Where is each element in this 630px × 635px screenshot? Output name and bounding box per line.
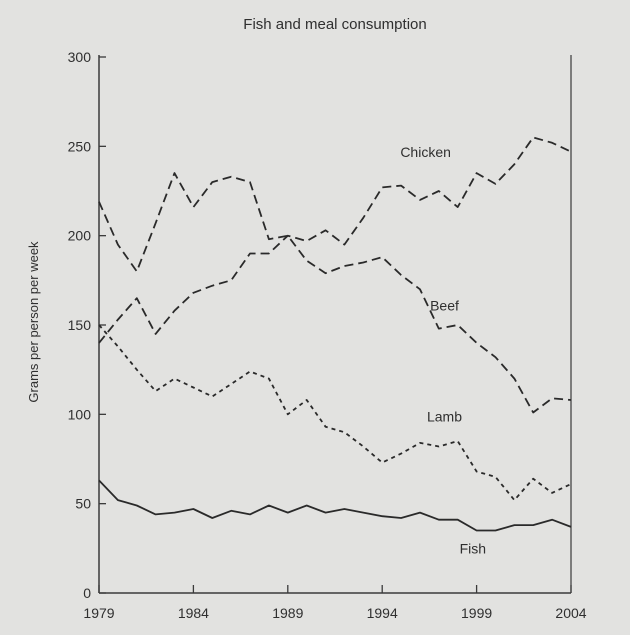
y-tick-label: 200 [68,228,92,244]
x-tick-label: 1989 [272,605,303,621]
x-tick-label: 1994 [367,605,398,621]
series-label-beef: Beef [430,298,459,314]
series-label-lamb: Lamb [427,408,462,424]
x-tick-label: 2004 [555,605,586,621]
x-ticks: 1979 1984 1989 1994 1999 2004 [83,585,587,621]
y-tick-label: 0 [83,585,91,601]
series-label-chicken: Chicken [400,144,451,160]
series-line-beef [98,172,572,414]
y-tick-label: 100 [68,406,92,422]
x-tick-label: 1984 [178,605,209,621]
series-group [98,136,572,532]
series-line-lamb [98,324,572,502]
series-label-fish: Fish [460,541,486,557]
chart-title: Fish and meal consumption [243,16,426,33]
x-tick-label: 1979 [83,605,114,621]
y-tick-label: 250 [68,138,92,154]
series-line-fish [98,479,572,532]
y-axis-label: Grams per person per week [26,241,41,403]
series-labels: Chicken Beef Lamb Fish [400,144,486,557]
series-line-chicken [98,136,572,344]
y-tick-label: 150 [68,317,92,333]
y-tick-label: 50 [75,496,91,512]
y-tick-label: 300 [68,49,92,65]
x-tick-label: 1999 [461,605,492,621]
y-ticks: 0 50 100 150 200 250 300 [68,49,106,601]
